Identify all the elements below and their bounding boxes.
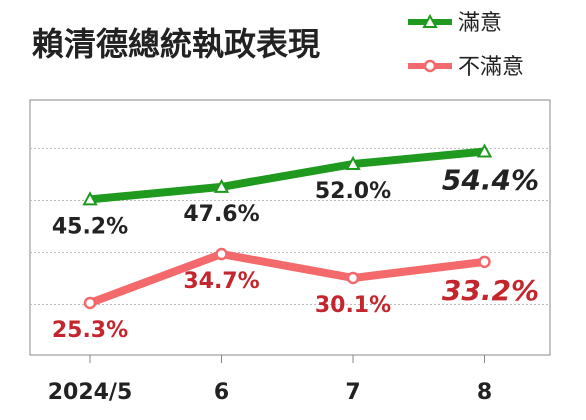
marker <box>82 191 98 206</box>
marker <box>346 271 360 285</box>
legend-label: 不滿意 <box>458 55 524 80</box>
plot-frame <box>29 99 551 356</box>
series-line <box>88 250 485 307</box>
chart-title: 賴清德總統執政表現 <box>32 25 320 63</box>
data-label: 33.2% <box>442 274 539 307</box>
series-line <box>89 147 485 204</box>
marker <box>422 13 438 28</box>
legend-label: 滿意 <box>458 11 502 36</box>
x-tick-label: 2024/5 <box>48 380 133 405</box>
marker <box>345 155 361 171</box>
x-tick-label: 6 <box>214 380 229 405</box>
marker <box>83 296 97 310</box>
marker <box>213 178 230 193</box>
data-label: 54.4% <box>442 164 539 197</box>
data-label: 25.3% <box>52 318 128 343</box>
marker <box>423 59 437 73</box>
x-tick-label: 7 <box>345 380 360 405</box>
marker <box>215 247 228 261</box>
x-tick-label: 8 <box>477 380 492 405</box>
data-label: 47.6% <box>183 202 259 227</box>
marker <box>478 255 491 269</box>
data-label: 45.2% <box>52 214 128 239</box>
data-label: 52.0% <box>315 179 391 204</box>
data-label: 30.1% <box>315 293 391 318</box>
data-label: 34.7% <box>183 269 259 294</box>
marker <box>476 143 493 158</box>
